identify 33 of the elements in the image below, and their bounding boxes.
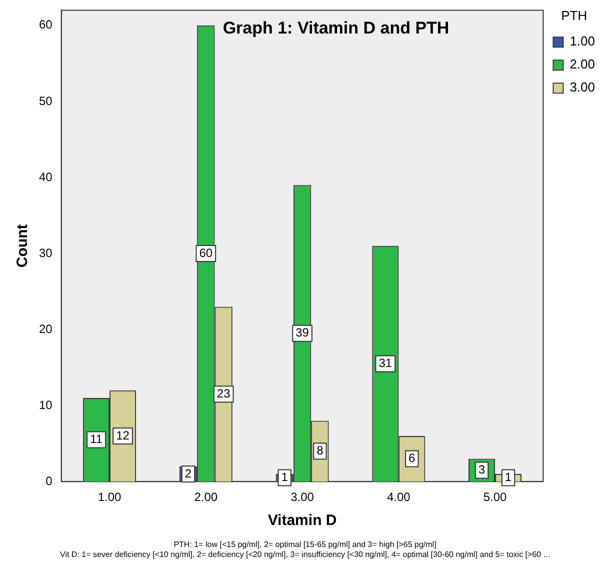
legend-label: 1.00 (570, 34, 596, 49)
y-axis-title: Count (14, 224, 32, 268)
data-label: 60 (199, 246, 213, 260)
data-label: 31 (378, 356, 392, 370)
data-label: 23 (216, 386, 231, 400)
x-tick-label: 5.00 (483, 490, 508, 504)
data-label: 12 (116, 428, 130, 442)
data-label: 1 (504, 470, 512, 484)
y-tick-label: 30 (38, 246, 53, 260)
y-tick-label: 40 (38, 170, 53, 184)
data-label: 1 (281, 470, 288, 484)
x-tick-label: 3.00 (290, 490, 314, 504)
text: PTH: 1= low [<15 pg/ml], 2= optimal [15-65 pg/ml] and 3= high [>65 pg/ml] (174, 540, 436, 550)
legend-label: 2.00 (570, 56, 596, 72)
y-tick-label: 50 (38, 94, 53, 108)
data-label: 39 (296, 326, 310, 340)
data-label: 8 (316, 444, 324, 458)
data-label: 2 (184, 466, 192, 480)
text: Vit D: 1= sever deficiency [<10 ng/ml], 2= deficiency [<20 ng/ml], 3= insufficiency [<30 ng/ml], 4= optimal [30-60 ng/ml] and 5= toxic [>60 ... (60, 550, 550, 560)
x-axis-title: Vitamin D (268, 512, 337, 530)
text: Graph 1: Vitamin D and PTH (222, 18, 450, 38)
x-tick-label: 1.00 (98, 490, 122, 504)
y-tick-label: 20 (38, 322, 53, 336)
y-tick-label: 60 (38, 18, 53, 32)
x-tick-label: 2.00 (194, 490, 218, 504)
legend-label: 3.00 (570, 80, 596, 95)
data-label: 6 (408, 451, 416, 466)
y-tick-label: 10 (38, 398, 53, 412)
data-label: 11 (90, 432, 103, 446)
y-tick-label: 0 (46, 474, 53, 488)
x-tick-label: 4.00 (386, 490, 411, 504)
data-label: 3 (478, 462, 486, 477)
legend-title: PTH (561, 8, 588, 24)
